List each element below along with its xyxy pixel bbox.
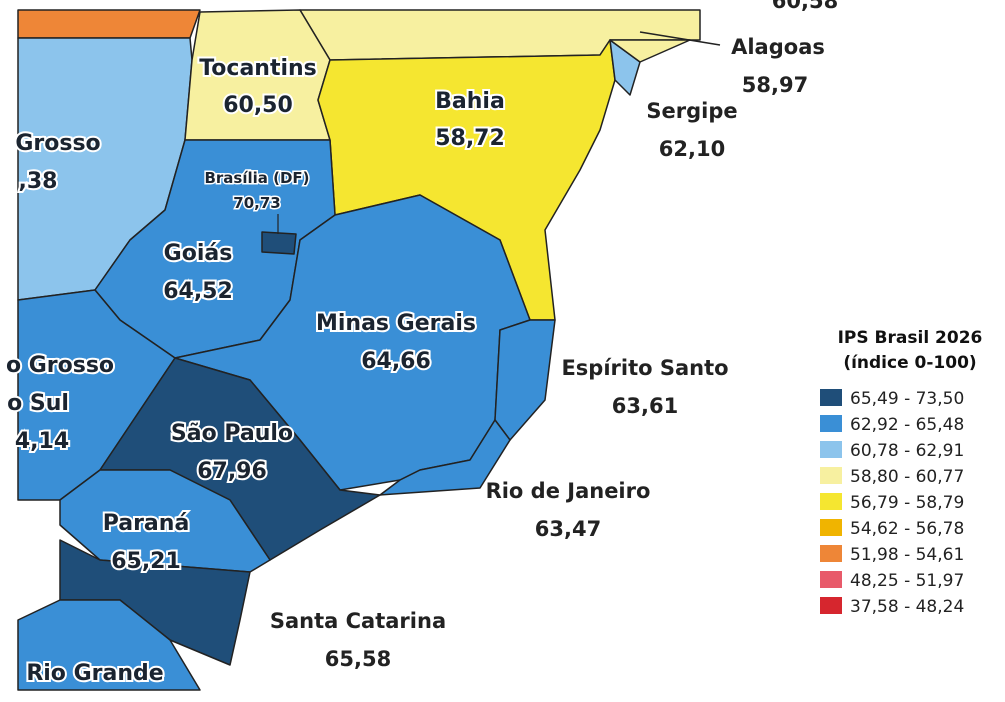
state-value: 62,10: [659, 137, 725, 161]
legend-swatch: [820, 493, 842, 510]
state-name: Rio Grande: [26, 661, 163, 686]
state-value: 64,66: [361, 349, 431, 374]
legend-label: 48,25 - 51,97: [850, 571, 964, 591]
state-shape: [17, 9, 201, 39]
state-value: 58,72: [435, 126, 505, 151]
state-value: 64,52: [163, 279, 233, 304]
state-shape: [609, 39, 691, 63]
state-shape: [261, 231, 297, 255]
leader-line: [639, 31, 721, 46]
state-value: 67,96: [197, 459, 267, 484]
state-name: Tocantins: [199, 56, 317, 81]
state-value: 65,58: [325, 647, 391, 671]
legend-swatch: [820, 519, 842, 536]
state-name: o Grosso: [6, 353, 114, 378]
legend-label: 54,62 - 56,78: [850, 519, 964, 539]
state-value: ,38: [19, 169, 58, 194]
legend-label: 51,98 - 54,61: [850, 545, 964, 565]
legend-label: 62,92 - 65,48: [850, 415, 964, 435]
legend-swatch: [820, 597, 842, 614]
legend-swatch: [820, 389, 842, 406]
state-shape: [59, 469, 271, 573]
state-name: Minas Gerais: [316, 311, 476, 336]
legend: IPS Brasil 2026 (índice 0-100) 65,49 - 7…: [820, 328, 982, 617]
labels: 60,58 Tocantins 60,50 Bahia 58,72 Alagoa…: [4, 0, 838, 688]
legend-label: 60,78 - 62,91: [850, 441, 964, 461]
state-name: Rio de Janeiro: [486, 479, 651, 503]
state-value: 63,61: [612, 394, 678, 418]
state-value: 70,73: [233, 194, 280, 212]
state-name: Goiás: [164, 241, 233, 266]
state-value: 4,14: [15, 429, 69, 454]
state-name: Santa Catarina: [270, 609, 446, 633]
state-name-line2: o Sul: [7, 391, 69, 416]
legend-swatch: [820, 441, 842, 458]
legend-title: IPS Brasil 2026: [838, 328, 983, 348]
legend-label: 65,49 - 73,50: [850, 389, 964, 409]
state-name: Sergipe: [646, 99, 737, 123]
state-shape: [379, 419, 511, 496]
state-name: São Paulo: [171, 421, 293, 446]
legend-swatch: [820, 415, 842, 432]
state-name: Brasília (DF): [204, 169, 309, 187]
state-value: 63,47: [535, 517, 601, 541]
legend-swatch: [820, 571, 842, 588]
state-name: Bahia: [435, 89, 505, 114]
state-value: 65,21: [111, 549, 181, 574]
state-value: 58,97: [742, 73, 808, 97]
state-shape: [494, 319, 556, 441]
state-value: 60,50: [223, 93, 293, 118]
state-name: Grosso: [15, 131, 100, 156]
state-name: Alagoas: [731, 35, 825, 59]
states: [17, 9, 721, 691]
legend-label: 37,58 - 48,24: [850, 597, 964, 617]
state-name: Espírito Santo: [561, 356, 728, 380]
legend-swatch: [820, 467, 842, 484]
state-name: Paraná: [103, 511, 190, 536]
legend-swatch: [820, 545, 842, 562]
state-value: 60,58: [772, 0, 838, 13]
legend-title: (índice 0-100): [843, 353, 976, 373]
state-shape: [17, 599, 201, 691]
legend-label: 58,80 - 60,77: [850, 467, 964, 487]
legend-label: 56,79 - 58,79: [850, 493, 964, 513]
